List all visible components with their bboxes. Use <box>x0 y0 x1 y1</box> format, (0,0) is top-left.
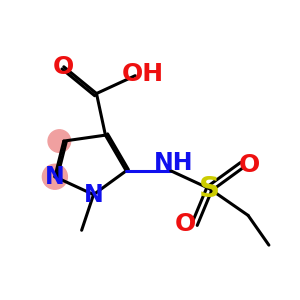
Text: NH: NH <box>154 152 194 176</box>
Text: O: O <box>239 153 260 177</box>
Text: N: N <box>45 165 65 189</box>
Text: O: O <box>175 212 196 236</box>
Text: S: S <box>199 175 220 203</box>
Text: OH: OH <box>122 62 164 86</box>
Circle shape <box>48 130 70 152</box>
Circle shape <box>42 164 68 189</box>
Text: N: N <box>84 183 103 207</box>
Text: O: O <box>53 55 74 79</box>
